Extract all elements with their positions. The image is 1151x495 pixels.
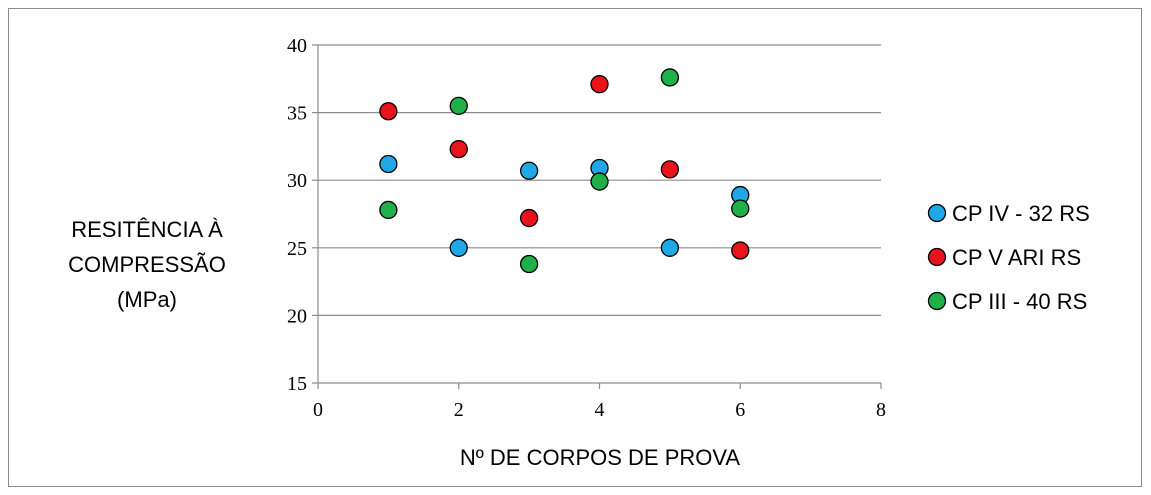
data-point-series-1 [449, 238, 468, 257]
legend-marker [927, 203, 947, 223]
y-tick-label: 20 [287, 305, 307, 327]
x-tick-label: 0 [313, 399, 323, 421]
x-tick-label: 4 [595, 399, 605, 421]
data-point-series-2 [449, 139, 468, 159]
data-point-series-2 [379, 102, 398, 121]
data-points [379, 68, 750, 274]
axes [312, 44, 882, 389]
gridlines [318, 44, 881, 316]
legend-label: CP IV - 32 RS [952, 201, 1090, 226]
data-point-series-1 [519, 161, 539, 180]
data-point-series-3 [590, 172, 609, 191]
y-tick-labels: 15 20 25 30 35 40 [287, 35, 307, 395]
y-tick-label: 15 [287, 373, 307, 395]
legend-marker [927, 247, 947, 267]
x-axis-title: Nº DE CORPOS DE PROVA [460, 445, 741, 470]
data-point-series-3 [449, 96, 468, 115]
y-axis-title-line-2: COMPRESSÃO [68, 252, 226, 277]
legend-label: CP V ARI RS [952, 245, 1081, 270]
data-point-series-2 [590, 75, 609, 94]
data-point-series-1 [660, 238, 680, 257]
data-point-series-1 [379, 154, 398, 174]
y-tick-label: 40 [287, 35, 307, 57]
y-tick-label: 30 [287, 170, 307, 192]
x-tick-label: 8 [876, 399, 886, 421]
x-tick-label: 2 [454, 399, 464, 421]
y-axis-title-line-3: (MPa) [117, 287, 177, 312]
data-point-series-3 [519, 254, 539, 274]
x-tick-labels: 0 2 4 6 8 [313, 399, 886, 421]
data-point-series-3 [660, 68, 680, 87]
data-point-series-2 [519, 208, 539, 228]
data-point-series-3 [731, 199, 750, 218]
y-tick-label: 25 [287, 238, 307, 260]
legend-marker [927, 291, 947, 311]
legend-label: CP III - 40 RS [952, 289, 1087, 314]
x-tick-label: 6 [735, 399, 745, 421]
data-point-series-2 [660, 160, 680, 179]
legend: CP IV - 32 RS CP V ARI RS CP III - 40 RS [927, 201, 1090, 314]
data-point-series-3 [379, 200, 398, 220]
y-axis-title-line-1: RESITÊNCIA À [71, 217, 223, 242]
data-point-series-2 [731, 241, 750, 260]
y-tick-label: 35 [287, 103, 307, 125]
